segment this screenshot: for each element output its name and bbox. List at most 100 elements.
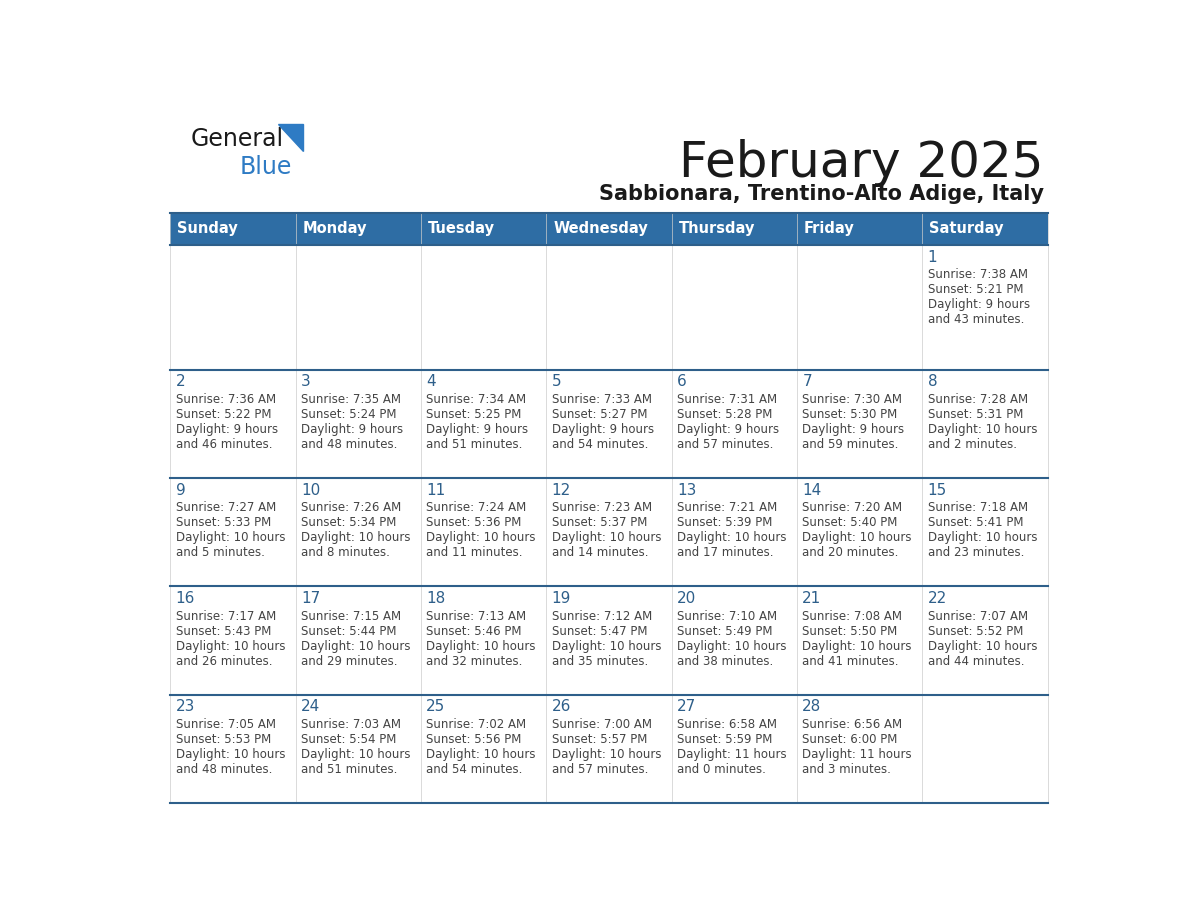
Bar [671,587,797,695]
Text: Thursday: Thursday [678,221,754,236]
Text: General: General [191,127,284,151]
Text: Sunset: 5:52 PM: Sunset: 5:52 PM [928,624,1023,637]
Bar [546,213,671,245]
Text: Daylight: 10 hours: Daylight: 10 hours [301,640,410,653]
Text: and 32 minutes.: and 32 minutes. [426,655,523,667]
Text: 11: 11 [426,483,446,498]
Text: Sunset: 5:25 PM: Sunset: 5:25 PM [426,408,522,420]
Text: Daylight: 10 hours: Daylight: 10 hours [176,532,285,544]
Text: and 43 minutes.: and 43 minutes. [928,313,1024,326]
Text: and 2 minutes.: and 2 minutes. [928,438,1017,451]
Text: Daylight: 10 hours: Daylight: 10 hours [802,640,911,653]
Text: Daylight: 11 hours: Daylight: 11 hours [802,748,912,761]
Text: and 41 minutes.: and 41 minutes. [802,655,899,667]
Text: 16: 16 [176,591,195,606]
Text: Daylight: 9 hours: Daylight: 9 hours [802,423,904,436]
Text: Daylight: 10 hours: Daylight: 10 hours [928,640,1037,653]
Text: Blue: Blue [239,155,291,179]
Bar [797,478,922,587]
Bar [671,245,797,370]
Text: Sunset: 5:46 PM: Sunset: 5:46 PM [426,624,522,637]
Text: Sunrise: 7:13 AM: Sunrise: 7:13 AM [426,610,526,622]
Text: and 23 minutes.: and 23 minutes. [928,546,1024,559]
Text: Sunrise: 7:12 AM: Sunrise: 7:12 AM [551,610,652,622]
Text: Daylight: 11 hours: Daylight: 11 hours [677,748,786,761]
Text: Sunrise: 7:34 AM: Sunrise: 7:34 AM [426,393,526,406]
Text: and 46 minutes.: and 46 minutes. [176,438,272,451]
Text: 12: 12 [551,483,571,498]
Bar [671,213,797,245]
Text: and 57 minutes.: and 57 minutes. [677,438,773,451]
Text: Daylight: 9 hours: Daylight: 9 hours [928,298,1030,311]
Text: Sunset: 5:50 PM: Sunset: 5:50 PM [802,624,897,637]
Text: Daylight: 10 hours: Daylight: 10 hours [301,748,410,761]
Text: February 2025: February 2025 [680,140,1043,187]
Text: Sunset: 5:22 PM: Sunset: 5:22 PM [176,408,271,420]
Text: Sunset: 5:53 PM: Sunset: 5:53 PM [176,733,271,746]
Text: Sunrise: 7:26 AM: Sunrise: 7:26 AM [301,501,402,514]
Text: Sunrise: 7:27 AM: Sunrise: 7:27 AM [176,501,276,514]
Text: Sunrise: 7:02 AM: Sunrise: 7:02 AM [426,718,526,731]
Text: Daylight: 10 hours: Daylight: 10 hours [426,748,536,761]
Text: Daylight: 9 hours: Daylight: 9 hours [301,423,403,436]
Text: 13: 13 [677,483,696,498]
Text: Sunrise: 7:00 AM: Sunrise: 7:00 AM [551,718,651,731]
Text: Sunset: 5:47 PM: Sunset: 5:47 PM [551,624,647,637]
Text: Daylight: 9 hours: Daylight: 9 hours [426,423,529,436]
Text: 21: 21 [802,591,822,606]
Bar [170,213,296,245]
Text: 7: 7 [802,375,811,389]
Text: and 3 minutes.: and 3 minutes. [802,763,891,776]
Text: and 48 minutes.: and 48 minutes. [301,438,397,451]
Text: Sunset: 5:33 PM: Sunset: 5:33 PM [176,516,271,529]
Text: 28: 28 [802,700,822,714]
Text: Monday: Monday [303,221,367,236]
Text: Daylight: 10 hours: Daylight: 10 hours [176,640,285,653]
Text: and 14 minutes.: and 14 minutes. [551,546,649,559]
Bar [922,478,1048,587]
Text: Tuesday: Tuesday [428,221,495,236]
Text: Sunrise: 7:20 AM: Sunrise: 7:20 AM [802,501,903,514]
Text: Sunset: 5:27 PM: Sunset: 5:27 PM [551,408,647,420]
Text: Sunrise: 7:24 AM: Sunrise: 7:24 AM [426,501,526,514]
Text: Daylight: 9 hours: Daylight: 9 hours [677,423,779,436]
Bar [797,587,922,695]
Text: Sunrise: 7:35 AM: Sunrise: 7:35 AM [301,393,402,406]
Bar [922,370,1048,478]
Text: Daylight: 10 hours: Daylight: 10 hours [426,640,536,653]
Text: Wednesday: Wednesday [554,221,647,236]
Text: Sunset: 5:31 PM: Sunset: 5:31 PM [928,408,1023,420]
Bar [922,587,1048,695]
Text: Sunset: 5:36 PM: Sunset: 5:36 PM [426,516,522,529]
Text: Daylight: 10 hours: Daylight: 10 hours [928,532,1037,544]
Bar [546,370,671,478]
Text: Sunset: 5:56 PM: Sunset: 5:56 PM [426,733,522,746]
Text: Daylight: 10 hours: Daylight: 10 hours [551,748,661,761]
Text: and 26 minutes.: and 26 minutes. [176,655,272,667]
Text: 24: 24 [301,700,321,714]
Text: 14: 14 [802,483,822,498]
Bar [421,213,546,245]
Text: Daylight: 10 hours: Daylight: 10 hours [551,640,661,653]
Text: Sunset: 5:49 PM: Sunset: 5:49 PM [677,624,772,637]
Text: 6: 6 [677,375,687,389]
Bar [421,370,546,478]
Text: Sunrise: 7:36 AM: Sunrise: 7:36 AM [176,393,276,406]
Text: and 35 minutes.: and 35 minutes. [551,655,647,667]
Text: Sunset: 5:39 PM: Sunset: 5:39 PM [677,516,772,529]
Bar [546,478,671,587]
Text: Daylight: 10 hours: Daylight: 10 hours [677,640,786,653]
Text: Sunset: 5:59 PM: Sunset: 5:59 PM [677,733,772,746]
Text: and 11 minutes.: and 11 minutes. [426,546,523,559]
Text: and 44 minutes.: and 44 minutes. [928,655,1024,667]
Text: and 0 minutes.: and 0 minutes. [677,763,766,776]
Text: Sunrise: 6:58 AM: Sunrise: 6:58 AM [677,718,777,731]
Text: and 59 minutes.: and 59 minutes. [802,438,898,451]
Text: Sunrise: 7:05 AM: Sunrise: 7:05 AM [176,718,276,731]
Text: and 54 minutes.: and 54 minutes. [426,763,523,776]
Text: and 51 minutes.: and 51 minutes. [426,438,523,451]
Text: Sunset: 5:44 PM: Sunset: 5:44 PM [301,624,397,637]
Text: Sunset: 5:43 PM: Sunset: 5:43 PM [176,624,271,637]
Text: 26: 26 [551,700,571,714]
Bar [421,478,546,587]
